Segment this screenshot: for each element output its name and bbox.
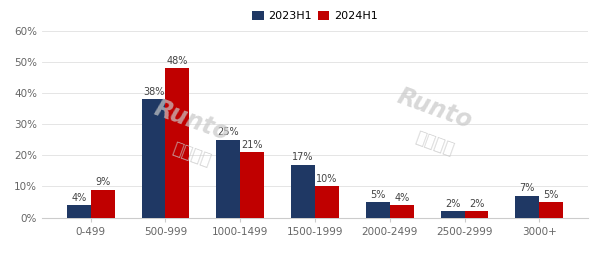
Text: 17%: 17% (292, 152, 314, 162)
Bar (515, 196, 539, 218)
Text: Runto: Runto (394, 84, 476, 134)
Bar (366, 202, 390, 218)
Bar (464, 211, 488, 218)
Text: 5%: 5% (544, 189, 559, 199)
Text: 7%: 7% (520, 183, 535, 193)
Text: Runto: Runto (151, 96, 233, 145)
Text: 9%: 9% (95, 177, 110, 187)
Text: 洛图科技: 洛图科技 (413, 127, 457, 158)
Text: 4%: 4% (71, 193, 86, 203)
Text: 48%: 48% (167, 56, 188, 66)
Bar (142, 99, 166, 218)
Bar (291, 165, 315, 218)
Text: 38%: 38% (143, 87, 164, 97)
Bar (91, 189, 115, 218)
Text: 2%: 2% (445, 199, 460, 209)
Bar (315, 186, 339, 218)
Bar (67, 205, 91, 218)
Bar (539, 202, 563, 218)
Bar (440, 211, 464, 218)
Bar (217, 140, 240, 218)
Text: 10%: 10% (316, 174, 338, 184)
Legend: 2023H1, 2024H1: 2023H1, 2024H1 (248, 6, 382, 26)
Text: 5%: 5% (370, 189, 385, 199)
Bar (240, 152, 264, 218)
Text: 4%: 4% (394, 193, 409, 203)
Text: 21%: 21% (241, 140, 263, 150)
Text: 洛图科技: 洛图科技 (170, 139, 214, 169)
Text: 25%: 25% (217, 127, 239, 137)
Bar (390, 205, 413, 218)
Bar (166, 68, 190, 218)
Text: 2%: 2% (469, 199, 484, 209)
